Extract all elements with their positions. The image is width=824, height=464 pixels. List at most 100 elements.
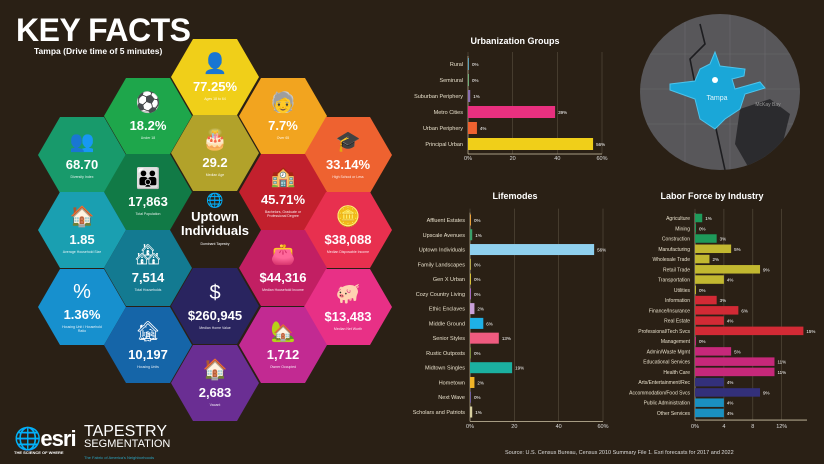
data-label: 2%	[712, 257, 719, 262]
fact-label: Median Disposable Income	[326, 249, 370, 254]
category-label: Metro Cities	[434, 110, 464, 116]
vacant-house-icon: 🏠	[202, 358, 228, 381]
bar[interactable]	[695, 265, 761, 274]
x-tick-label: 0%	[466, 424, 474, 430]
fact-hex: 🏠 1.85 Average Household Size	[38, 192, 126, 268]
data-label: 0%	[699, 288, 706, 293]
dominant-tapestry: 🌐 Uptown Individuals Dominant Tapestry	[171, 192, 259, 268]
x-tick-label: 20	[510, 156, 516, 162]
x-tick-label: 4	[722, 424, 725, 430]
chart-title: Urbanization Groups	[470, 36, 559, 46]
category-label: Upscale Avenues	[423, 233, 466, 239]
bar[interactable]	[695, 347, 732, 356]
data-label: 1%	[475, 233, 482, 238]
bar[interactable]	[470, 288, 471, 300]
category-label: Next Wave	[438, 395, 465, 401]
bar[interactable]	[695, 234, 717, 243]
category-label: Principal Urban	[425, 142, 463, 148]
bar[interactable]	[695, 275, 724, 284]
fact-value: 18.2%	[129, 117, 167, 133]
house-icon: 🏠	[69, 205, 95, 228]
fact-value: 1.85	[69, 231, 95, 247]
tapestry-label: Dominant Tapestry	[200, 242, 230, 246]
data-label: 9%	[763, 390, 770, 395]
data-label: 1%	[475, 410, 482, 415]
bar[interactable]	[470, 406, 473, 418]
bar[interactable]	[468, 58, 469, 70]
owned-house-icon: 🏡	[270, 320, 296, 343]
birthday-cake-icon: 🎂	[202, 128, 228, 151]
bar[interactable]	[695, 408, 724, 418]
bar[interactable]	[470, 332, 499, 344]
fact-value: $38,088	[324, 231, 372, 247]
data-label: 4%	[480, 126, 487, 131]
house-percent-icon: %	[73, 280, 91, 303]
bar[interactable]	[695, 295, 717, 305]
bar[interactable]	[695, 254, 710, 264]
bar[interactable]	[470, 258, 471, 270]
map-bay-label: McKay Bay	[755, 102, 781, 108]
bar[interactable]	[470, 317, 484, 329]
category-label: Rural	[450, 62, 463, 68]
category-label: Semirural	[439, 78, 463, 84]
fact-value: 77.25%	[192, 78, 238, 94]
river	[689, 23, 726, 170]
x-tick-label: 40	[554, 156, 560, 162]
bar[interactable]	[468, 106, 556, 118]
bar[interactable]	[470, 214, 471, 226]
bar[interactable]	[468, 74, 469, 86]
category-label: Public Administration	[644, 401, 691, 407]
bar[interactable]	[695, 377, 724, 387]
bar[interactable]	[695, 398, 724, 407]
data-label: 1%	[473, 94, 480, 99]
bar[interactable]	[470, 273, 471, 285]
bar[interactable]	[470, 229, 473, 241]
bar[interactable]	[470, 244, 595, 256]
fact-label: Owner Occupied	[269, 364, 297, 369]
bar[interactable]	[470, 362, 513, 374]
bar[interactable]	[695, 224, 696, 233]
data-label: 0%	[699, 339, 706, 344]
school-building-icon: 🏫	[270, 165, 296, 188]
fact-label: High School or Less	[332, 174, 364, 179]
drive-time-area	[669, 50, 766, 130]
piggy-bank-icon: 🐖	[335, 282, 361, 305]
bar[interactable]	[695, 367, 775, 377]
chart-2: Labor Force by Industry 0% 4 8 12% Agricultur…	[629, 191, 815, 430]
x-tick-label: 0%	[464, 156, 472, 162]
bar[interactable]	[470, 347, 471, 359]
bar[interactable]	[470, 303, 475, 315]
bar[interactable]	[695, 306, 739, 315]
bar[interactable]	[695, 326, 804, 336]
fact-label: Housing Units	[137, 364, 159, 369]
data-label: 4%	[727, 401, 734, 406]
bar[interactable]	[695, 285, 696, 295]
data-label: 9%	[763, 267, 770, 272]
bar[interactable]	[468, 90, 471, 102]
category-label: Retail Trade	[663, 267, 690, 273]
data-label: 0%	[474, 351, 481, 356]
fact-label: Ages 18 to 64	[204, 96, 226, 101]
bar[interactable]	[470, 391, 471, 403]
bar[interactable]	[695, 357, 775, 366]
bar[interactable]	[695, 244, 732, 254]
family-house-icon: 🏘	[135, 243, 161, 266]
data-label: 0%	[474, 277, 481, 282]
house-dollar-icon: $	[209, 281, 221, 304]
bar[interactable]	[468, 122, 477, 134]
x-tick-label: 20	[511, 424, 517, 430]
bar[interactable]	[695, 213, 703, 223]
bar[interactable]	[695, 388, 761, 397]
bar[interactable]	[470, 376, 475, 388]
globe-person-icon: 🌐	[206, 192, 224, 208]
data-label: 6%	[486, 321, 493, 326]
fact-hex: 👤 77.25% Ages 18 to 64	[171, 39, 259, 115]
category-label: Cozy Country Living	[416, 292, 465, 298]
fact-value: 2,683	[198, 384, 232, 400]
bar[interactable]	[695, 336, 696, 346]
fact-value: 7.7%	[268, 117, 298, 133]
fact-value: 10,197	[128, 346, 168, 362]
category-label: Hometown	[439, 380, 465, 386]
bar[interactable]	[695, 316, 724, 325]
bar[interactable]	[468, 138, 594, 150]
